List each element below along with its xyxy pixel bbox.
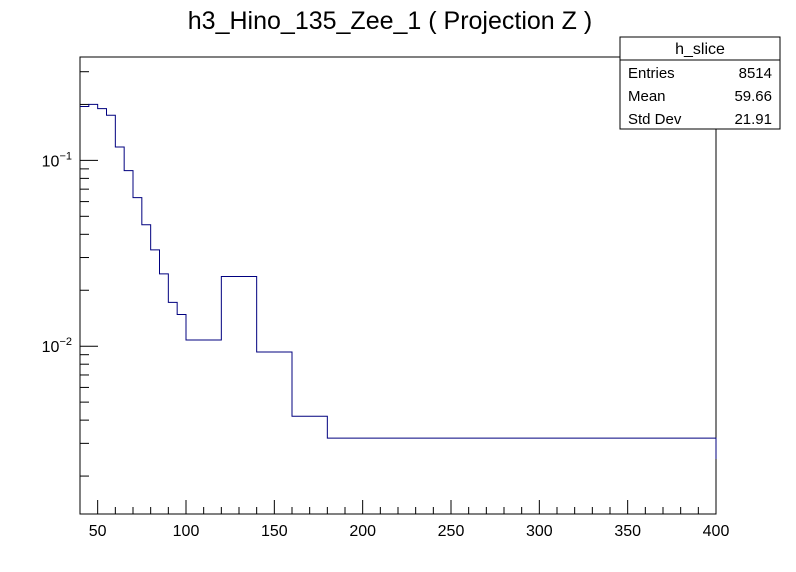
stats-mean-label: Mean [628, 88, 666, 105]
chart-title: h3_Hino_135_Zee_1 ( Projection Z ) [188, 7, 592, 35]
x-tick-label: 400 [703, 523, 730, 540]
x-axis: 50 100 150 200 250 300 350 400 [79, 500, 730, 540]
x-tick-label: 50 [89, 523, 107, 540]
y-axis: 10−1 10−2 [42, 71, 98, 477]
x-tick-label: 100 [173, 523, 200, 540]
x-tick-label: 150 [261, 523, 288, 540]
x-tick-label: 250 [438, 523, 465, 540]
stats-box: h_slice Entries 8514 Mean 59.66 Std Dev … [619, 36, 781, 130]
stats-stddev-value: 21.91 [734, 111, 772, 128]
histogram-line [80, 103, 717, 460]
x-tick-label: 200 [349, 523, 376, 540]
y-tick-label: 10−1 [42, 150, 72, 170]
stats-mean-value: 59.66 [734, 88, 772, 105]
stats-entries-label: Entries [628, 65, 675, 82]
stats-stddev-label: Std Dev [628, 111, 682, 128]
stats-entries-value: 8514 [739, 65, 772, 82]
x-tick-label: 300 [526, 523, 553, 540]
x-tick-label: 350 [614, 523, 641, 540]
stats-box-title: h_slice [675, 41, 725, 58]
y-tick-label: 10−2 [42, 336, 72, 356]
stats-box-frame [619, 36, 781, 130]
